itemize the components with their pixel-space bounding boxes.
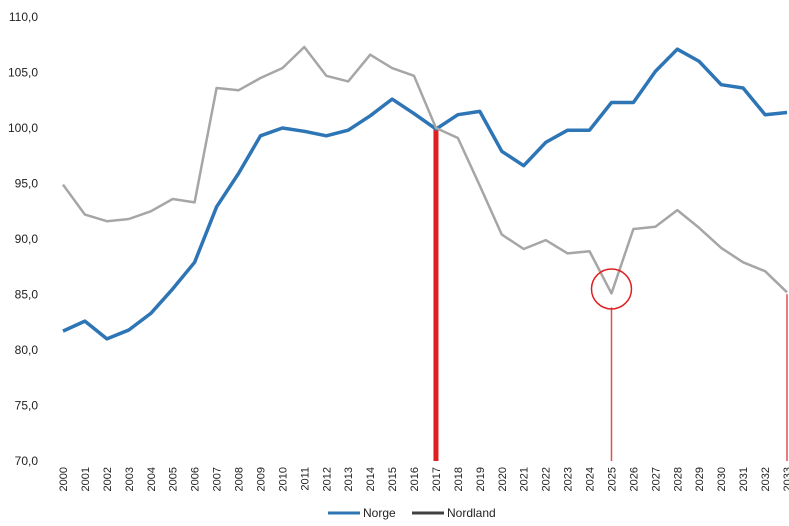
x-tick-label: 2013 — [343, 467, 355, 491]
x-tick-label: 2021 — [519, 467, 531, 491]
x-tick-label: 2015 — [387, 467, 399, 491]
x-tick-label: 2028 — [672, 467, 684, 491]
y-tick-label: 70,0 — [15, 454, 39, 468]
x-tick-label: 2023 — [563, 467, 575, 491]
x-tick-label: 2019 — [475, 467, 487, 491]
legend-label-norge: Norge — [363, 506, 396, 520]
x-tick-label: 2024 — [585, 467, 597, 491]
y-tick-label: 75,0 — [15, 399, 39, 413]
x-tick-label: 2017 — [431, 467, 443, 491]
y-tick-label: 100,0 — [8, 121, 38, 135]
x-tick-label: 2006 — [190, 467, 202, 491]
x-tick-label: 2022 — [541, 467, 553, 491]
series-line-nordland — [61, 45, 788, 295]
x-tick-label: 2027 — [650, 467, 662, 491]
x-tick-label: 2014 — [365, 467, 377, 491]
y-tick-label: 85,0 — [15, 288, 39, 302]
x-tick-label: 2009 — [255, 467, 267, 491]
x-tick-label: 2003 — [124, 467, 136, 491]
y-tick-label: 90,0 — [15, 232, 39, 246]
x-tick-label: 2004 — [146, 467, 158, 491]
x-tick-label: 2016 — [409, 467, 421, 491]
x-tick-label: 2007 — [212, 467, 224, 491]
y-tick-label: 110,0 — [9, 10, 38, 24]
legend-label-nordland: Nordland — [447, 506, 496, 520]
x-tick-label: 2018 — [453, 467, 465, 491]
y-tick-label: 105,0 — [8, 66, 38, 80]
x-tick-label: 2010 — [277, 467, 289, 491]
x-tick-label: 2030 — [716, 467, 728, 491]
x-tick-label: 2005 — [168, 467, 180, 491]
legend: Norge Nordland — [328, 506, 496, 520]
series-line-norge — [62, 47, 788, 341]
annotation-marks — [590, 268, 633, 310]
x-tick-label: 2002 — [102, 467, 114, 491]
x-tick-label: 2000 — [58, 467, 70, 491]
x-tick-label: 2012 — [321, 467, 333, 491]
x-tick-label: 2011 — [299, 467, 311, 491]
series-lines — [61, 45, 788, 341]
annotation-circle — [590, 268, 633, 310]
x-axis-ticks: 2000 2001 2002 2003 2004 2005 2006 2007 2008 2009… — [58, 467, 789, 491]
x-tick-label: 2033 — [782, 467, 789, 491]
y-tick-label: 95,0 — [15, 177, 39, 191]
x-tick-label: 2008 — [234, 467, 246, 491]
x-tick-label: 2029 — [694, 467, 706, 491]
x-tick-label: 2020 — [497, 467, 509, 491]
x-tick-label: 2025 — [606, 467, 618, 491]
annotation-lines — [433, 128, 788, 461]
x-tick-label: 2001 — [80, 467, 92, 491]
y-tick-label: 80,0 — [15, 343, 39, 357]
x-tick-label: 2032 — [760, 467, 772, 491]
x-tick-label: 2031 — [738, 467, 750, 491]
y-axis-ticks: 70,0 75,0 80,0 85,0 90,0 95,0 100,0 105,0 110,0 — [8, 10, 38, 468]
x-tick-label: 2026 — [628, 467, 640, 491]
